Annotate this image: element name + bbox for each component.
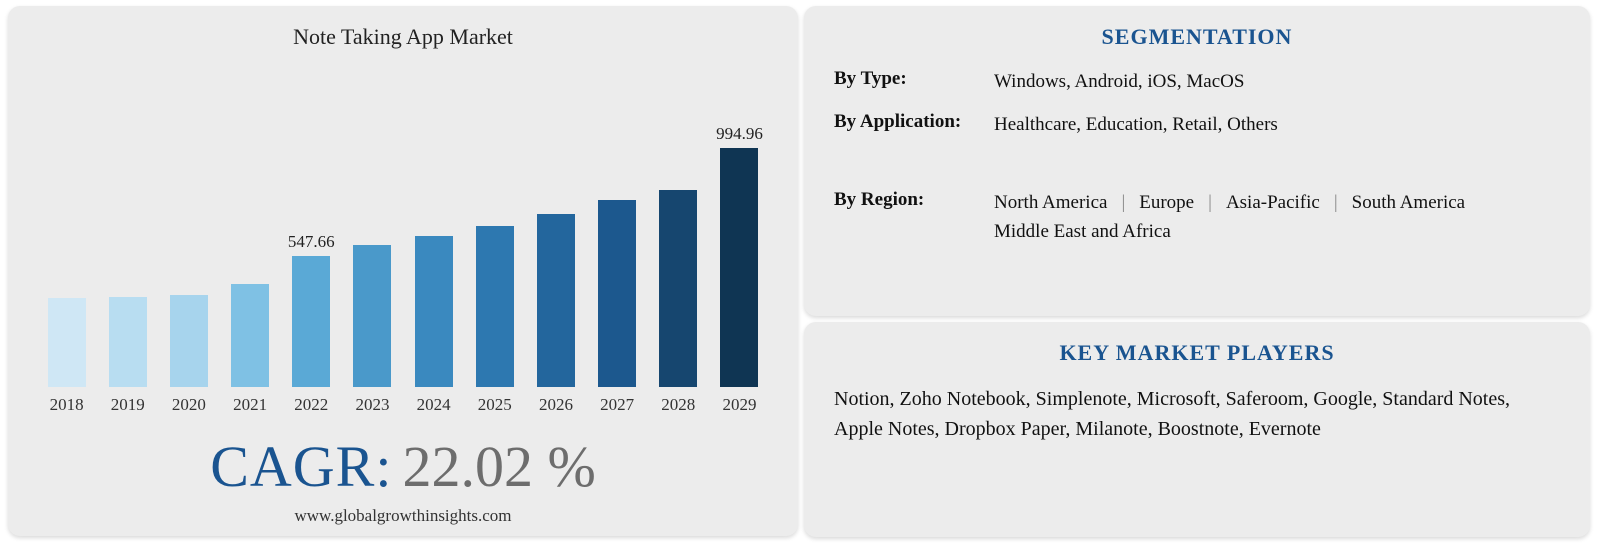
x-tick: 2021 — [220, 395, 281, 415]
seg-val: Windows, Android, iOS, MacOS — [994, 68, 1244, 97]
bar-wrap: 994.96 — [709, 116, 770, 387]
bar-wrap: 547.66 — [281, 116, 342, 387]
bar — [598, 200, 636, 387]
region-line2: Middle East and Africa — [994, 221, 1171, 242]
players-panel: KEY MARKET PLAYERS Notion, Zoho Notebook… — [804, 322, 1590, 537]
bar-wrap — [342, 116, 403, 387]
region-item: North America — [994, 192, 1107, 213]
bar-wrap — [97, 116, 158, 387]
x-tick: 2025 — [464, 395, 525, 415]
x-tick: 2024 — [403, 395, 464, 415]
bar-chart: 547.66 994.96 — [32, 56, 774, 387]
region-item: Asia-Pacific — [1226, 192, 1320, 213]
x-tick: 2018 — [36, 395, 97, 415]
x-tick: 2020 — [158, 395, 219, 415]
bar-value-label: 547.66 — [288, 232, 335, 252]
seg-val: North America | Europe | Asia-Pacific | South … — [994, 189, 1465, 246]
x-tick: 2019 — [97, 395, 158, 415]
bar-wrap — [587, 116, 648, 387]
players-list: Notion, Zoho Notebook, Simplenote, Micro… — [834, 384, 1560, 444]
seg-by-application: By Application: Healthcare, Education, R… — [834, 111, 1560, 140]
x-tick: 2028 — [648, 395, 709, 415]
bar — [170, 295, 208, 387]
region-item: Europe — [1139, 192, 1194, 213]
segmentation-title: SEGMENTATION — [834, 24, 1560, 50]
bar-wrap — [464, 116, 525, 387]
x-tick: 2022 — [281, 395, 342, 415]
bar — [720, 148, 758, 387]
seg-by-region: By Region: North America | Europe | Asia-Pac… — [834, 189, 1560, 246]
cagr-value: 22.02 % — [402, 433, 595, 500]
bar — [231, 284, 269, 387]
seg-key: By Type: — [834, 68, 994, 97]
bar — [476, 226, 514, 387]
region-item: South America — [1352, 192, 1465, 213]
seg-by-type: By Type: Windows, Android, iOS, MacOS — [834, 68, 1560, 97]
bar-wrap — [220, 116, 281, 387]
separator: | — [1208, 192, 1212, 213]
bar-wrap — [36, 116, 97, 387]
source-url: www.globalgrowthinsights.com — [32, 506, 774, 526]
players-title: KEY MARKET PLAYERS — [834, 340, 1560, 366]
bar — [48, 298, 86, 387]
separator: | — [1121, 192, 1125, 213]
x-axis: 2018201920202021202220232024202520262027… — [32, 387, 774, 415]
bar-value-label: 994.96 — [716, 124, 763, 144]
cagr-label: CAGR: — [210, 433, 392, 500]
x-tick: 2029 — [709, 395, 770, 415]
separator: | — [1334, 192, 1338, 213]
bar-wrap — [158, 116, 219, 387]
bar-wrap — [403, 116, 464, 387]
bar — [292, 256, 330, 387]
bar-wrap — [648, 116, 709, 387]
bar — [109, 297, 147, 387]
bar — [415, 236, 453, 387]
x-tick: 2026 — [525, 395, 586, 415]
right-column: SEGMENTATION By Type: Windows, Android, … — [804, 6, 1590, 537]
bar-wrap — [525, 116, 586, 387]
x-tick: 2027 — [587, 395, 648, 415]
bar — [353, 245, 391, 387]
seg-val: Healthcare, Education, Retail, Others — [994, 111, 1278, 140]
x-tick: 2023 — [342, 395, 403, 415]
bar — [537, 214, 575, 387]
seg-key: By Region: — [834, 189, 994, 246]
chart-title: Note Taking App Market — [32, 24, 774, 50]
chart-panel: Note Taking App Market 547.66 994.96 2018… — [8, 6, 798, 536]
region-line1: North America | Europe | Asia-Pacific | South … — [994, 192, 1465, 213]
seg-key: By Application: — [834, 111, 994, 140]
segmentation-panel: SEGMENTATION By Type: Windows, Android, … — [804, 6, 1590, 316]
bar — [659, 190, 697, 387]
cagr-row: CAGR: 22.02 % — [32, 433, 774, 500]
